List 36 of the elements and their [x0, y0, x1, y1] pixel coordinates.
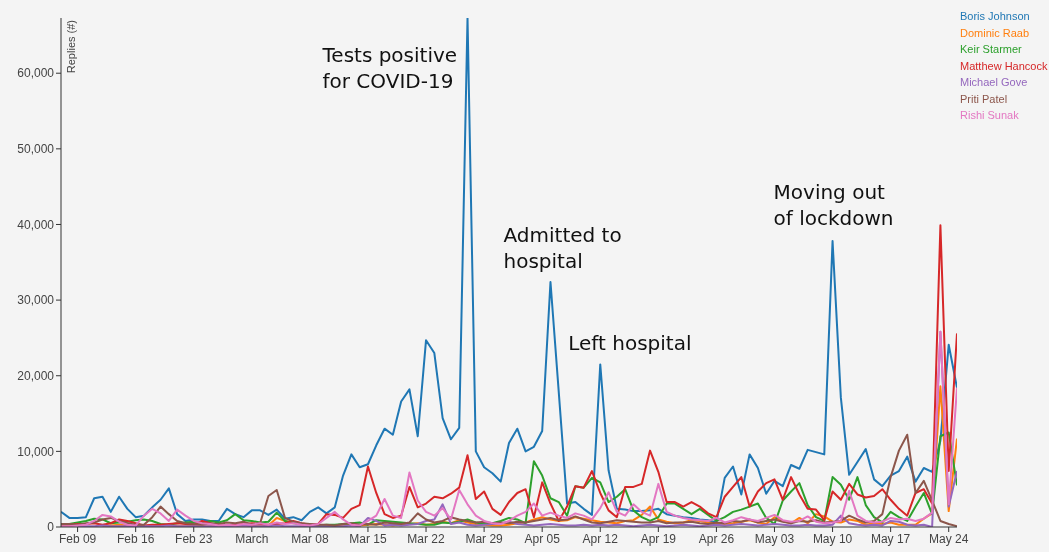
line-series [61, 18, 957, 524]
x-tick-label: Mar 15 [349, 531, 387, 546]
x-tick-label: Mar 08 [291, 531, 329, 546]
x-tick-label: May 03 [754, 531, 795, 546]
x-tick-label: Feb 16 [116, 531, 155, 546]
annotation: Admitted to hospital [503, 222, 622, 273]
annotation: Moving out of lockdown [773, 180, 894, 231]
text: Matthew Hancock [960, 58, 1048, 74]
y-tick-label: 10,000 [17, 444, 55, 459]
y-tick-label: 50,000 [17, 142, 55, 157]
text: Keir Starmer [960, 42, 1023, 57]
y-tick-label: 40,000 [17, 217, 55, 232]
x-tick-label: May 10 [812, 531, 853, 546]
x-tick-label: Feb 23 [175, 531, 213, 546]
annotation: Left hospital [568, 331, 692, 356]
y-tick-label: 20,000 [17, 369, 55, 383]
text: Boris Johnson [960, 9, 1031, 24]
x-tick-label: Apr 19 [640, 531, 677, 546]
y-tick-label: 0 [47, 520, 55, 535]
text: Dominic Raab [960, 25, 1031, 41]
x-tick-label: Apr 26 [698, 531, 735, 546]
annotation: Tests positive for COVID-19 [321, 43, 458, 93]
x-tick-label: Apr 12 [582, 531, 619, 546]
x-tick-label: March [235, 531, 269, 546]
x-tick-label: May 24 [929, 531, 969, 546]
x-tick-label: Mar 29 [465, 531, 504, 546]
y-tick-label: 60,000 [17, 66, 55, 81]
y-tick-label: 30,000 [17, 293, 55, 308]
x-tick-label: Apr 05 [524, 531, 561, 546]
text: Michael Gove [960, 75, 1029, 90]
x-tick-label: Feb 09 [58, 531, 97, 546]
x-tick-label: Mar 22 [407, 531, 446, 546]
y-axis-title: Replies (#) [65, 20, 77, 74]
text: Priti Patel [960, 91, 1009, 107]
text: Rishi Sunak [960, 108, 1020, 123]
x-tick-label: May 17 [870, 531, 911, 546]
